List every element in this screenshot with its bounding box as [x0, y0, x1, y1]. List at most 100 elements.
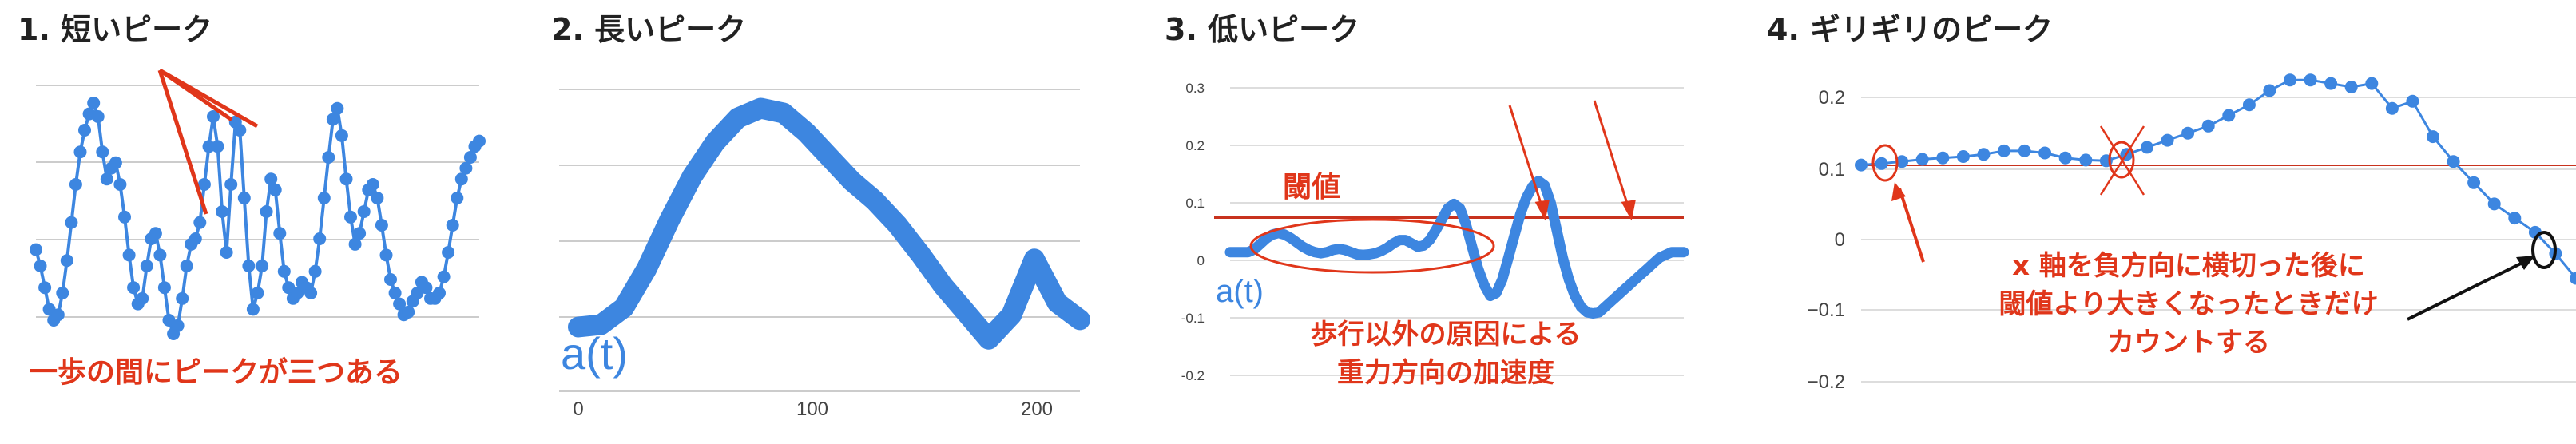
panel-2: 2. 長いピーク a(t) 0 100 200 — [551, 12, 1090, 420]
panel-4-ytick: 0.1 — [1819, 159, 1845, 180]
panel-4-zero-crossing-circle — [2531, 231, 2557, 269]
panel-3-annotation-line-1: 歩行以外の原因による — [1311, 319, 1582, 351]
data-point — [353, 227, 367, 240]
data-point — [2447, 155, 2460, 168]
data-point — [171, 319, 185, 332]
data-point — [220, 246, 233, 259]
panel-2-xtick-100: 100 — [796, 398, 828, 420]
panel-1-annotation: 一歩の間にピークが三つある — [29, 356, 403, 389]
data-point — [109, 156, 122, 169]
data-point — [348, 237, 362, 251]
panel-3-ytick: -0.2 — [1181, 368, 1205, 383]
panel-1-series — [30, 97, 486, 340]
data-point — [149, 227, 162, 240]
data-point — [437, 270, 451, 283]
data-point — [402, 305, 415, 319]
data-point — [242, 260, 256, 272]
data-point — [375, 219, 388, 232]
panel-2-gridlines — [559, 89, 1080, 392]
data-point — [344, 210, 357, 224]
data-point — [30, 243, 42, 256]
data-point — [2222, 109, 2236, 122]
data-point — [1936, 151, 1950, 165]
data-point — [357, 205, 371, 218]
data-point — [2508, 212, 2522, 225]
panel-4-arrows — [1891, 182, 2535, 321]
panel-3-series-label: a(t) — [1216, 274, 1264, 309]
panel-4-rejected-crossing-circle — [2108, 141, 2135, 179]
data-point — [127, 281, 141, 295]
data-point — [91, 110, 105, 123]
panel-4-yticks: 0.2 0.1 0 −0.1 −0.2 — [1808, 87, 1845, 393]
panel-3-peak-arrows — [1508, 100, 1636, 221]
series-line — [1224, 176, 1689, 319]
data-point — [451, 192, 464, 204]
panel-2-title: 2. 長いピーク — [551, 12, 746, 47]
data-point — [140, 260, 153, 272]
panel-3-series — [1224, 176, 1689, 319]
data-point — [384, 273, 397, 286]
data-point — [246, 303, 260, 316]
data-point — [2058, 151, 2072, 165]
data-point — [2570, 272, 2576, 285]
panel-3-ytick: -0.1 — [1181, 311, 1205, 326]
data-point — [1875, 157, 1888, 170]
data-point — [73, 145, 87, 159]
data-point — [473, 134, 486, 148]
data-point — [202, 140, 216, 153]
data-point — [1895, 155, 1909, 168]
data-point — [1977, 148, 1991, 161]
panel-3-annotation-line-2: 重力方向の加速度 — [1337, 357, 1554, 389]
data-point — [1855, 158, 1868, 172]
data-point — [454, 172, 468, 186]
panel-2-series — [568, 97, 1090, 350]
data-point — [176, 291, 189, 305]
data-point — [459, 161, 473, 175]
data-point — [1998, 144, 2010, 157]
panel-3-ytick: 0.3 — [1185, 81, 1205, 96]
data-point — [2242, 98, 2256, 112]
data-point — [442, 246, 455, 259]
data-point — [366, 178, 379, 191]
data-point — [277, 264, 291, 278]
data-point — [2467, 176, 2481, 189]
panel-4-gridlines — [1861, 97, 2576, 383]
data-point — [463, 151, 477, 164]
data-point — [313, 232, 327, 245]
panel-3: 3. 低いピーク 0.3 0.2 0.1 0 -0.1 -0.2 閾値 a(t) — [1165, 12, 1689, 389]
data-point — [113, 178, 127, 191]
panel-4-title: 4. ギリギリのピーク — [1767, 12, 2053, 47]
data-point — [60, 254, 73, 268]
data-point — [189, 232, 202, 245]
panel-4-annotation-line-1: x 軸を負方向に横切った後に — [2012, 250, 2365, 282]
data-point — [56, 287, 69, 299]
data-point — [216, 205, 229, 218]
panel-1: 1. 短いピーク 一歩の間にピークが三つある — [18, 12, 486, 389]
panel-4-ytick: 0.2 — [1819, 87, 1845, 109]
data-point — [2038, 146, 2052, 160]
panel-4-series — [1855, 73, 2576, 285]
data-point — [339, 172, 353, 186]
data-point — [326, 113, 339, 126]
panel-3-ytick: 0.1 — [1185, 196, 1205, 211]
data-point — [2385, 101, 2399, 115]
panel-3-ytick: 0.2 — [1185, 138, 1205, 153]
data-point — [211, 140, 224, 153]
data-point — [100, 172, 113, 186]
panel-2-xtick-0: 0 — [573, 398, 583, 420]
data-point — [2141, 141, 2153, 154]
data-point — [193, 216, 207, 229]
panel-4-ytick: −0.1 — [1808, 299, 1845, 321]
data-point — [34, 260, 47, 272]
panel-3-threshold-label: 閾値 — [1283, 171, 1340, 204]
data-point — [2201, 119, 2215, 133]
data-point — [2284, 73, 2296, 87]
data-point — [2365, 77, 2379, 90]
panel-3-ytick: 0 — [1197, 253, 1205, 268]
data-point — [38, 281, 52, 295]
data-point — [157, 281, 171, 295]
data-point — [118, 210, 131, 224]
data-point — [69, 178, 82, 191]
data-point — [2161, 133, 2174, 147]
panel-1-title: 1. 短いピーク — [18, 12, 212, 47]
